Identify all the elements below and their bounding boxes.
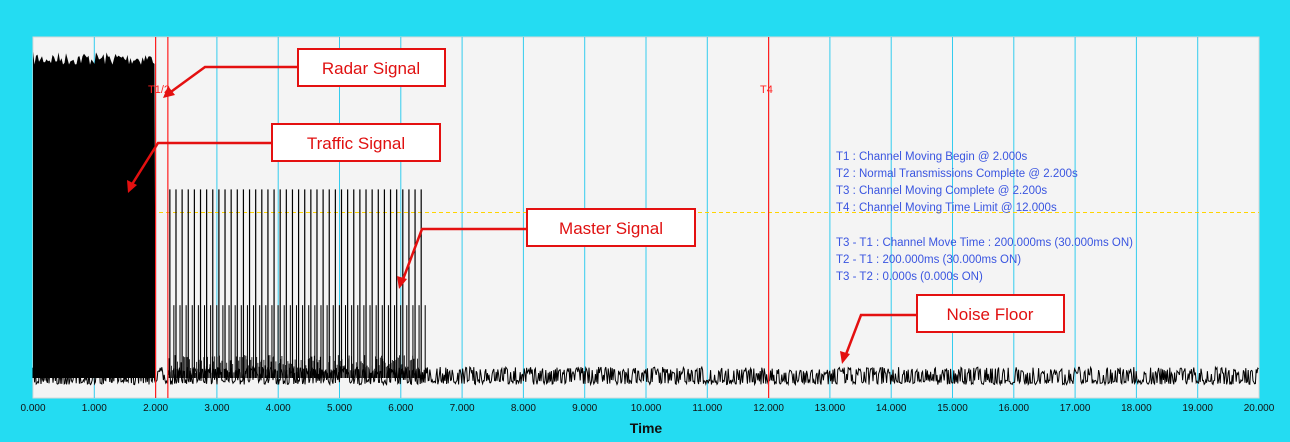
x-tick-label: 16.000 (999, 403, 1030, 414)
x-tick-label: 18.000 (1121, 403, 1152, 414)
x-tick-label: 11.000 (692, 403, 722, 414)
x-tick-label: 4.000 (266, 403, 291, 414)
signal-traces (32, 51, 1259, 387)
x-tick-label: 13.000 (815, 403, 846, 414)
x-tick-label: 20.000 (1244, 403, 1275, 414)
x-tick-label: 1.000 (82, 403, 107, 414)
traffic-arrow (129, 141, 272, 187)
info-line-3: T3 : Channel Moving Complete @ 2.200s (836, 185, 1047, 197)
radar-arrowhead (163, 86, 175, 98)
x-tick-label: 2.000 (143, 403, 168, 414)
x-tick-label: 12.000 (753, 403, 784, 414)
master-arrow (400, 227, 527, 283)
x-tick-label: 7.000 (450, 403, 475, 414)
x-tick-label: 10.000 (631, 403, 662, 414)
x-tick-label: 15.000 (937, 403, 968, 414)
callout-radar-signal: Radar Signal (163, 48, 446, 98)
callout-radar-signal-text: Radar Signal (322, 59, 420, 78)
marker-lines (155, 37, 770, 398)
x-tick-label: 6.000 (388, 403, 413, 414)
traffic-arrowhead (127, 180, 137, 193)
master-arrowhead (397, 276, 407, 289)
noise-arrowhead (840, 351, 850, 364)
info-line-1: T1 : Channel Moving Begin @ 2.000s (836, 151, 1028, 163)
traffic-signal-trace (33, 51, 156, 378)
noise-floor-trace (32, 365, 1259, 387)
callout-traffic-signal: Traffic Signal (127, 123, 441, 193)
info-line-4: T4 : Channel Moving Time Limit @ 12.000s (836, 202, 1057, 214)
x-axis-title: Time (630, 420, 663, 436)
callout-master-signal: Master Signal (397, 208, 696, 289)
x-tick-label: 3.000 (204, 403, 229, 414)
radar-arrow (167, 65, 298, 96)
x-tick-label: 9.000 (572, 403, 597, 414)
x-tick-label: 19.000 (1182, 403, 1213, 414)
marker-label-t4: T4 (760, 84, 773, 96)
x-tick-label: 17.000 (1060, 403, 1091, 414)
x-tick-label: 8.000 (511, 403, 536, 414)
callout-noise-floor: Noise Floor (840, 294, 1065, 364)
info-line-7: T3 - T2 : 0.000s (0.000s ON) (836, 271, 983, 283)
callout-noise-floor-text: Noise Floor (947, 305, 1034, 324)
x-tick-labels: 0.000 1.000 2.000 3.000 4.000 5.000 6.000 7.000… (20, 403, 1274, 414)
callout-traffic-signal-text: Traffic Signal (307, 134, 405, 153)
x-tick-label: 5.000 (327, 403, 352, 414)
info-line-5: T3 - T1 : Channel Move Time : 200.000ms … (836, 237, 1133, 249)
info-text-block: T1 : Channel Moving Begin @ 2.000s T2 : … (836, 151, 1133, 283)
info-line-2: T2 : Normal Transmissions Complete @ 2.2… (836, 168, 1078, 180)
marker-label-t1-t2: T1/2 (148, 84, 170, 96)
x-tick-label: 14.000 (876, 403, 907, 414)
x-tick-label: 0.000 (20, 403, 45, 414)
noise-arrow (843, 313, 917, 358)
callout-master-signal-text: Master Signal (559, 219, 663, 238)
info-line-6: T2 - T1 : 200.000ms (30.000ms ON) (836, 254, 1021, 266)
